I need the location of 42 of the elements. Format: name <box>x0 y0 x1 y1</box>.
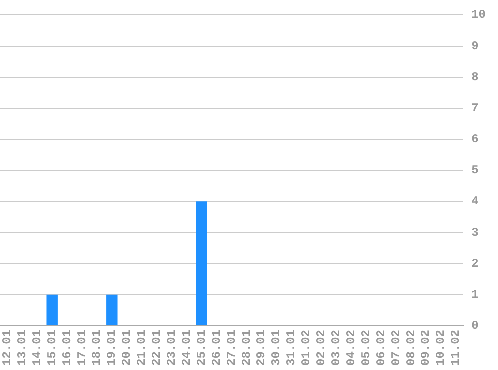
x-tick-label: 05.02 <box>359 330 374 366</box>
x-tick-label: 01.02 <box>300 330 314 366</box>
y-tick-label: 2 <box>472 256 479 271</box>
x-tick-label: 11.02 <box>449 330 464 366</box>
y-tick-label: 5 <box>472 164 479 178</box>
x-tick-label: 14.01 <box>30 330 44 366</box>
x-tick-label: 16.01 <box>60 330 74 366</box>
x-tick-label: 28.01 <box>240 330 254 366</box>
y-tick-label: 8 <box>472 70 479 84</box>
y-tick-label: 4 <box>472 194 479 209</box>
x-tick-label: 31.01 <box>284 330 299 366</box>
y-tick-label: 6 <box>472 132 479 147</box>
y-tick-label: 9 <box>472 39 479 54</box>
x-tick-label: 15.01 <box>45 330 60 366</box>
x-tick-label: 07.02 <box>389 330 404 366</box>
x-tick-label: 13.01 <box>15 330 30 366</box>
x-tick-label: 30.01 <box>270 330 284 366</box>
x-tick-label: 22.01 <box>150 330 164 366</box>
y-tick-label: 10 <box>472 8 486 22</box>
x-tick-label: 18.01 <box>90 330 104 366</box>
x-tick-label: 02.02 <box>314 330 329 366</box>
x-tick-label: 20.01 <box>120 330 134 366</box>
x-tick-label: 27.01 <box>224 330 239 366</box>
x-tick-label: 09.02 <box>419 330 434 366</box>
x-tick-label: 03.02 <box>330 330 344 366</box>
x-tick-label: 04.02 <box>344 330 358 366</box>
x-tick-label: 23.01 <box>164 330 179 366</box>
x-tick-label: 12.01 <box>0 330 14 366</box>
y-tick-label: 1 <box>472 288 479 302</box>
x-tick-label: 10.02 <box>434 330 448 366</box>
y-tick-label: 7 <box>472 101 479 116</box>
x-tick-label: 17.01 <box>75 330 90 366</box>
x-tick-label: 29.01 <box>254 330 269 366</box>
x-tick-label: 24.01 <box>180 330 194 366</box>
y-tick-label: 3 <box>472 226 479 240</box>
y-tick-label: 0 <box>472 319 479 334</box>
x-tick-label: 19.01 <box>105 330 120 366</box>
x-tick-label: 21.01 <box>135 330 150 366</box>
x-tick-label: 26.01 <box>210 330 224 366</box>
x-tick-label: 08.02 <box>404 330 418 366</box>
x-tick-label: 25.01 <box>194 330 209 366</box>
x-tick-label: 06.02 <box>374 330 388 366</box>
